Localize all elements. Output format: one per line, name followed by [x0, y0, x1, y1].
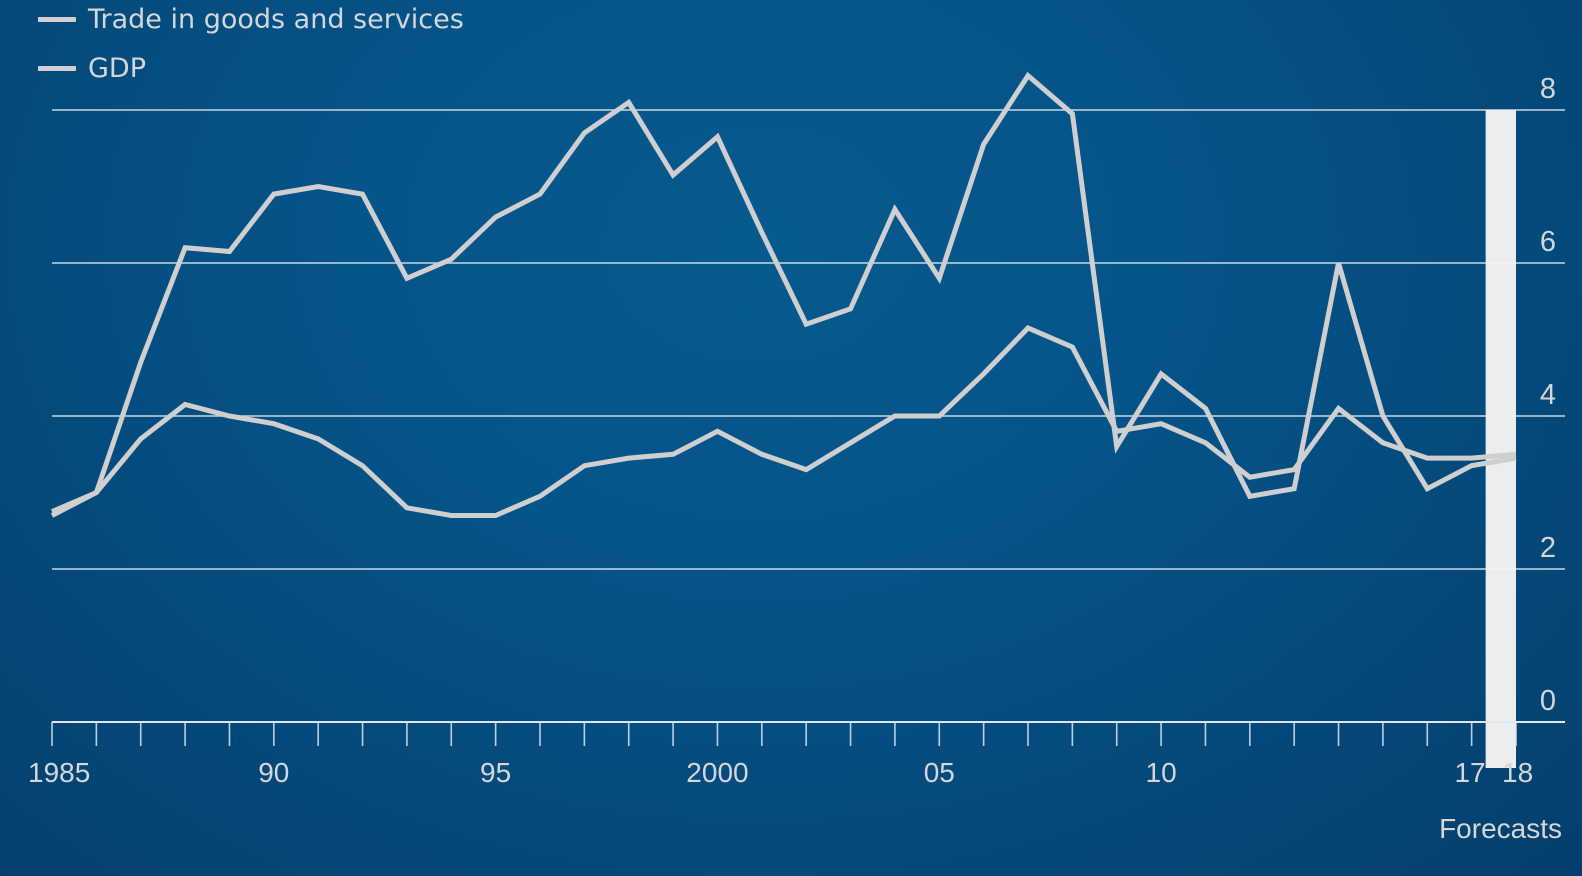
legend-swatch-gdp — [38, 66, 76, 71]
y-tick-label-6: 6 — [1540, 226, 1556, 258]
y-tick-label-8: 8 — [1540, 73, 1556, 105]
x-tick-label-18: 18 — [1502, 757, 1533, 788]
legend-item-gdp: GDP — [38, 53, 146, 84]
series-line-gdp — [51, 325, 1517, 518]
x-tick-label-1985: 1985 — [28, 757, 90, 788]
legend-label-gdp: GDP — [88, 53, 146, 84]
legend-label-trade: Trade in goods and services — [88, 4, 464, 35]
x-tick-label-95: 95 — [480, 757, 511, 788]
x-tick-label-2000: 2000 — [686, 757, 748, 788]
legend-swatch-trade — [38, 17, 76, 22]
x-tick-label-90: 90 — [258, 757, 289, 788]
y-tick-label-4: 4 — [1540, 379, 1556, 411]
forecast-label: Forecasts — [1439, 813, 1562, 844]
y-tick-label-0: 0 — [1540, 685, 1556, 717]
series-line-trade — [50, 71, 1517, 518]
x-tick-label-10: 10 — [1146, 757, 1177, 788]
forecast-band — [1485, 110, 1516, 768]
y-tick-label-2: 2 — [1540, 532, 1556, 564]
x-tick-label-05: 05 — [924, 757, 955, 788]
x-tick-label-17: 17 — [1454, 757, 1485, 788]
legend-item-trade: Trade in goods and services — [38, 4, 464, 35]
